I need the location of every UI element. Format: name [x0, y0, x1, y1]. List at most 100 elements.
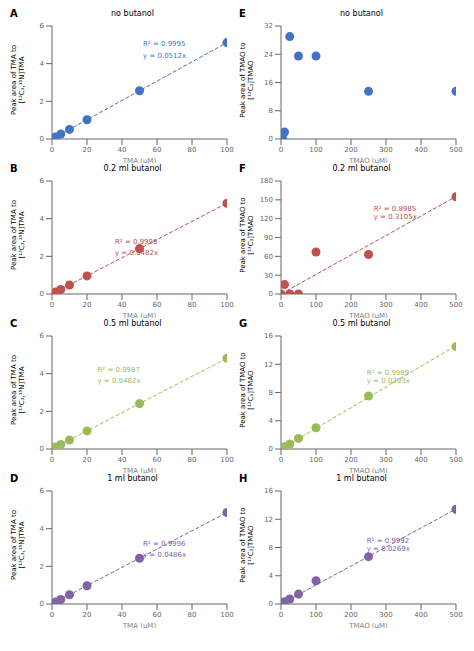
svg-text:TMA (μM): TMA (μM) — [122, 467, 157, 473]
svg-text:200: 200 — [344, 301, 357, 309]
svg-text:R² = 0.9989: R² = 0.9989 — [367, 369, 409, 377]
svg-text:200: 200 — [344, 611, 357, 619]
svg-text:400: 400 — [414, 146, 427, 154]
svg-text:100: 100 — [309, 456, 322, 464]
svg-text:y = 0.0269x: y = 0.0269x — [367, 545, 410, 553]
svg-text:32: 32 — [264, 22, 273, 30]
svg-text:80: 80 — [188, 456, 197, 464]
svg-text:4: 4 — [40, 370, 45, 378]
svg-text:0: 0 — [279, 456, 283, 464]
svg-text:4: 4 — [269, 417, 274, 425]
svg-text:4: 4 — [269, 572, 274, 580]
svg-text:20: 20 — [83, 611, 92, 619]
svg-text:60: 60 — [153, 146, 162, 154]
svg-text:90: 90 — [264, 234, 273, 242]
svg-text:R² = 0.9998: R² = 0.9998 — [115, 238, 157, 246]
svg-text:TMAO (μM): TMAO (μM) — [348, 157, 388, 163]
svg-text:40: 40 — [118, 611, 127, 619]
svg-text:4: 4 — [40, 525, 45, 533]
svg-text:12: 12 — [264, 361, 273, 369]
svg-text:0: 0 — [50, 456, 54, 464]
svg-text:2: 2 — [40, 563, 44, 571]
svg-text:20: 20 — [83, 301, 92, 309]
svg-text:6: 6 — [40, 332, 45, 340]
svg-text:TMA (μM): TMA (μM) — [122, 312, 157, 318]
svg-text:0: 0 — [40, 445, 44, 453]
svg-text:y = 0.3105x: y = 0.3105x — [374, 213, 417, 221]
svg-text:100: 100 — [309, 146, 322, 154]
svg-text:2: 2 — [40, 408, 44, 416]
svg-text:y = 0.0482x: y = 0.0482x — [115, 249, 158, 257]
svg-text:180: 180 — [260, 177, 273, 185]
svg-text:R² = 0.9996: R² = 0.9996 — [143, 540, 186, 548]
svg-text:20: 20 — [83, 456, 92, 464]
svg-text:0: 0 — [269, 135, 273, 143]
svg-text:300: 300 — [379, 611, 392, 619]
svg-text:80: 80 — [188, 611, 197, 619]
svg-text:0: 0 — [50, 146, 54, 154]
svg-text:100: 100 — [309, 611, 322, 619]
svg-text:60: 60 — [264, 253, 273, 261]
svg-text:100: 100 — [220, 146, 233, 154]
svg-text:0: 0 — [50, 611, 54, 619]
svg-text:120: 120 — [260, 215, 273, 223]
svg-text:60: 60 — [153, 456, 162, 464]
svg-text:R² = 0.9995: R² = 0.9995 — [143, 40, 185, 48]
svg-text:0: 0 — [40, 600, 44, 608]
svg-text:0: 0 — [40, 290, 44, 298]
svg-text:500: 500 — [449, 456, 462, 464]
svg-text:400: 400 — [414, 301, 427, 309]
svg-text:40: 40 — [118, 456, 127, 464]
svg-text:30: 30 — [264, 272, 273, 280]
svg-text:8: 8 — [269, 389, 273, 397]
svg-text:0: 0 — [279, 611, 283, 619]
svg-text:TMA (μM): TMA (μM) — [122, 622, 157, 628]
svg-text:24: 24 — [264, 51, 273, 59]
svg-text:150: 150 — [260, 196, 273, 204]
svg-text:300: 300 — [379, 301, 392, 309]
svg-text:100: 100 — [309, 301, 322, 309]
svg-text:16: 16 — [264, 79, 273, 87]
svg-text:40: 40 — [118, 146, 127, 154]
svg-text:500: 500 — [449, 301, 462, 309]
svg-text:6: 6 — [40, 487, 45, 495]
svg-text:400: 400 — [414, 611, 427, 619]
svg-text:400: 400 — [414, 456, 427, 464]
svg-text:2: 2 — [40, 98, 44, 106]
svg-text:0: 0 — [279, 301, 283, 309]
svg-text:16: 16 — [264, 487, 273, 495]
svg-text:0: 0 — [40, 135, 44, 143]
svg-text:4: 4 — [40, 60, 45, 68]
svg-text:0: 0 — [269, 290, 273, 298]
svg-text:0: 0 — [50, 301, 54, 309]
svg-text:2: 2 — [40, 253, 44, 261]
svg-text:40: 40 — [118, 301, 127, 309]
svg-text:200: 200 — [344, 456, 357, 464]
svg-text:6: 6 — [40, 22, 45, 30]
svg-text:TMAO (μM): TMAO (μM) — [348, 622, 388, 628]
svg-text:y = 0.0482x: y = 0.0482x — [98, 377, 141, 385]
svg-text:8: 8 — [269, 107, 273, 115]
svg-text:300: 300 — [379, 456, 392, 464]
svg-text:0: 0 — [279, 146, 283, 154]
svg-text:60: 60 — [153, 301, 162, 309]
svg-text:80: 80 — [188, 301, 197, 309]
svg-text:y = 0.0486x: y = 0.0486x — [143, 551, 186, 559]
svg-text:0: 0 — [269, 445, 273, 453]
svg-text:8: 8 — [269, 544, 273, 552]
svg-text:y = 0.0293x: y = 0.0293x — [367, 377, 410, 385]
svg-text:R² = 0.9992: R² = 0.9992 — [367, 537, 409, 545]
svg-text:TMA (μM): TMA (μM) — [122, 157, 157, 163]
svg-text:6: 6 — [40, 177, 45, 185]
svg-text:80: 80 — [188, 146, 197, 154]
svg-text:500: 500 — [449, 611, 462, 619]
svg-text:300: 300 — [379, 146, 392, 154]
svg-text:0: 0 — [269, 600, 273, 608]
svg-text:16: 16 — [264, 332, 273, 340]
svg-text:R² = 0.9987: R² = 0.9987 — [98, 366, 140, 374]
svg-text:200: 200 — [344, 146, 357, 154]
svg-text:100: 100 — [220, 611, 233, 619]
svg-text:20: 20 — [83, 146, 92, 154]
svg-text:500: 500 — [449, 146, 462, 154]
svg-text:100: 100 — [220, 301, 233, 309]
